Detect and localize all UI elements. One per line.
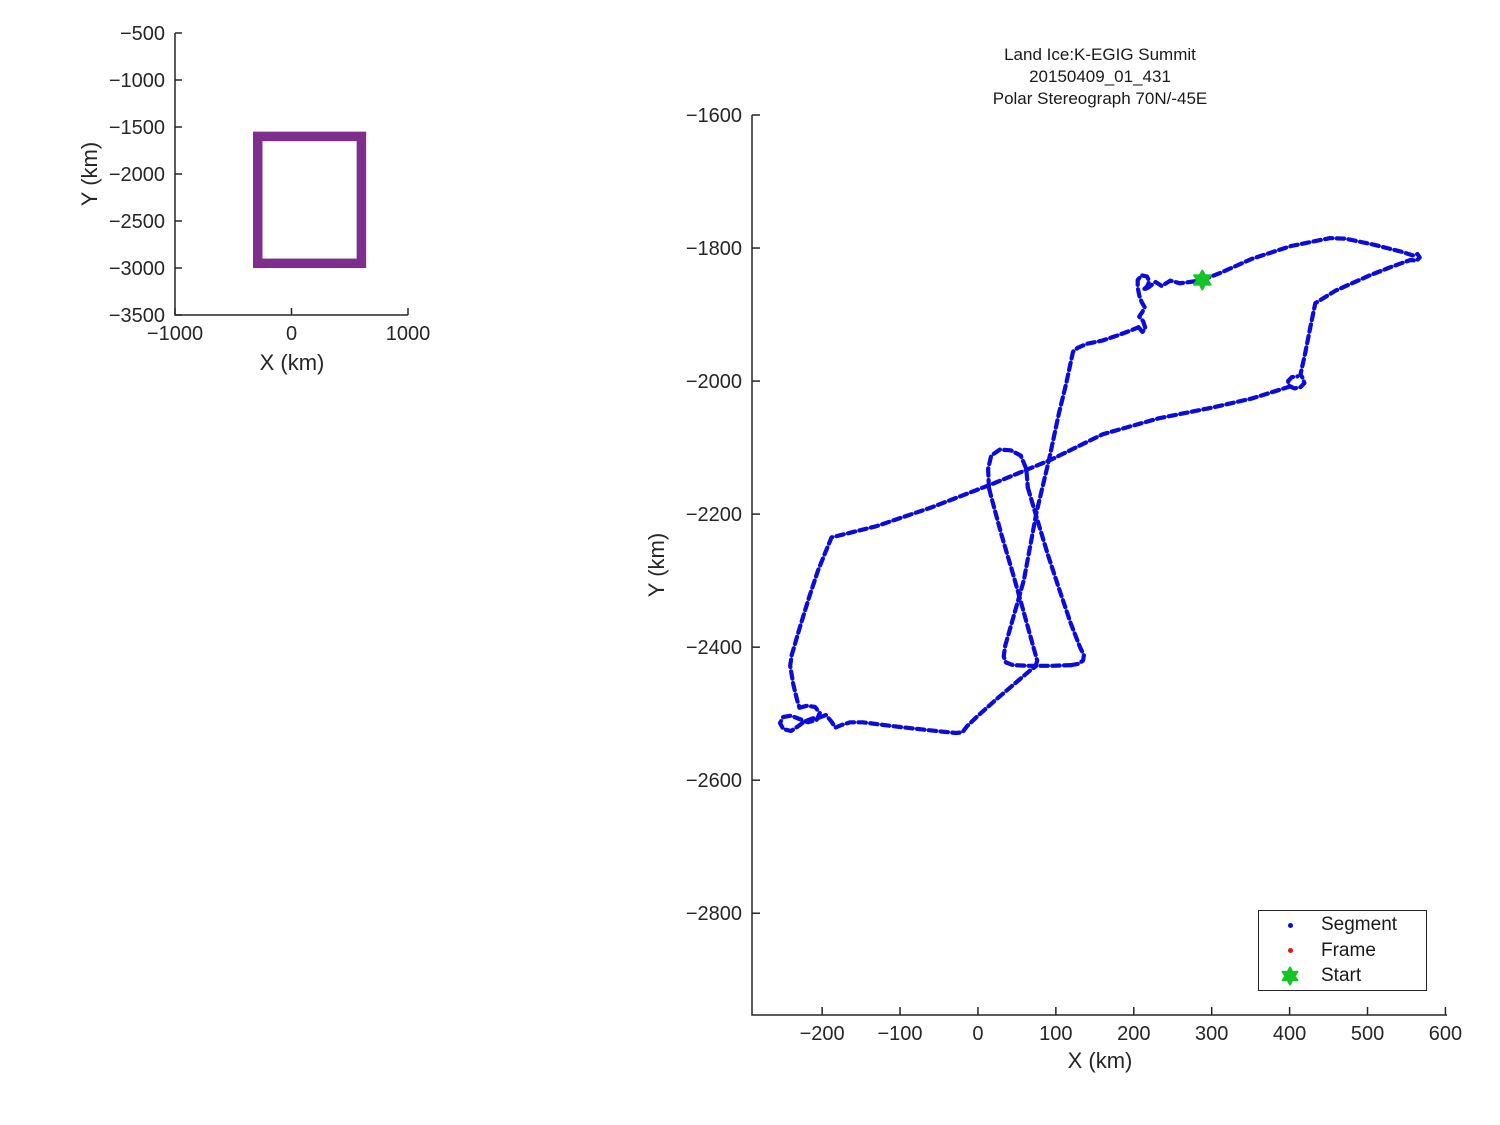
flight-x-tick-label: 500 bbox=[1351, 1023, 1384, 1045]
flight-x-tick-label: 200 bbox=[1117, 1023, 1150, 1045]
flight-track-strand bbox=[1025, 485, 1087, 668]
overview-plot: −1000 0 1000 −500 −1000 −1500 −2000 −2500 −3000 −… bbox=[109, 23, 430, 345]
flight-x-tick-label: −200 bbox=[800, 1023, 845, 1045]
flight-track-strand bbox=[1200, 236, 1422, 391]
flight-y-tick-label: −2800 bbox=[686, 903, 742, 925]
flight-track-strand bbox=[788, 384, 1293, 710]
overview-x-tick-label: 1000 bbox=[386, 323, 431, 345]
overview-y-tick-label: −2500 bbox=[109, 211, 165, 233]
flight-y-tick-label: −1800 bbox=[686, 238, 742, 260]
flight-axis-spines bbox=[751, 115, 1447, 1016]
frame-dot-icon bbox=[1259, 948, 1321, 953]
legend-row-frame: Frame bbox=[1259, 938, 1426, 963]
overview-x-tick-label: −1000 bbox=[147, 323, 203, 345]
legend-box: Segment Frame Start bbox=[1258, 910, 1427, 991]
overview-xaxis-label: X (km) bbox=[259, 350, 325, 375]
overview-axis-spines bbox=[174, 33, 408, 316]
overview-yaxis-label: Y (km) bbox=[77, 141, 102, 207]
flight-y-tick-label: −1600 bbox=[686, 105, 742, 127]
flight-track-strand bbox=[1003, 325, 1141, 648]
start-hexagram-icon bbox=[1259, 965, 1321, 987]
flight-yaxis-label: Y (km) bbox=[644, 532, 669, 598]
overview-y-tick-label: −500 bbox=[120, 23, 165, 45]
legend-label: Start bbox=[1321, 965, 1362, 986]
flight-x-tick-label: 400 bbox=[1273, 1023, 1306, 1045]
segment-dot-icon bbox=[1259, 922, 1321, 928]
flight-y-tick-label: −2400 bbox=[686, 637, 742, 659]
flight-track-strand bbox=[777, 703, 822, 734]
flight-y-tick-label: −2000 bbox=[686, 371, 742, 393]
overview-y-tick-label: −1500 bbox=[109, 117, 165, 139]
flight-track-strand bbox=[985, 447, 1030, 490]
flight-x-tick-label: −100 bbox=[878, 1023, 923, 1045]
flight-y-tick-label: −2600 bbox=[686, 770, 742, 792]
start-marker-icon bbox=[1193, 269, 1212, 291]
flight-xaxis-label: X (km) bbox=[1067, 1048, 1133, 1073]
overview-y-tick-label: −3000 bbox=[109, 258, 165, 280]
legend-label: Frame bbox=[1321, 939, 1376, 961]
overview-x-tick-label: 0 bbox=[286, 323, 297, 345]
legend-row-segment: Segment bbox=[1259, 913, 1426, 938]
flight-track-strand bbox=[986, 485, 1040, 669]
overview-y-tick-label: −2000 bbox=[109, 164, 165, 186]
flight-chart-title: Land Ice:K-EGIG Summit 20150409_01_431 P… bbox=[992, 45, 1208, 108]
overview-y-tick-label: −1000 bbox=[109, 70, 165, 92]
flight-track-strand bbox=[1135, 273, 1205, 334]
flight-track-strand bbox=[1001, 643, 1074, 668]
overview-y-tick-label: −3500 bbox=[109, 305, 165, 327]
legend-label: Segment bbox=[1321, 914, 1398, 935]
legend-row-start: Start bbox=[1259, 964, 1426, 989]
flight-x-tick-label: 0 bbox=[972, 1023, 983, 1045]
flight-plot: −200 −100 0 100 200 300 400 500 600 −1600 −1800 −20… bbox=[686, 105, 1462, 1045]
flight-x-tick-label: 300 bbox=[1195, 1023, 1228, 1045]
flight-x-tick-label: 600 bbox=[1429, 1023, 1462, 1045]
coverage-extent-rect bbox=[252, 131, 367, 269]
flight-track-strand bbox=[816, 664, 1038, 736]
flight-x-tick-label: 100 bbox=[1039, 1023, 1072, 1045]
flight-y-tick-label: −2200 bbox=[686, 504, 742, 526]
